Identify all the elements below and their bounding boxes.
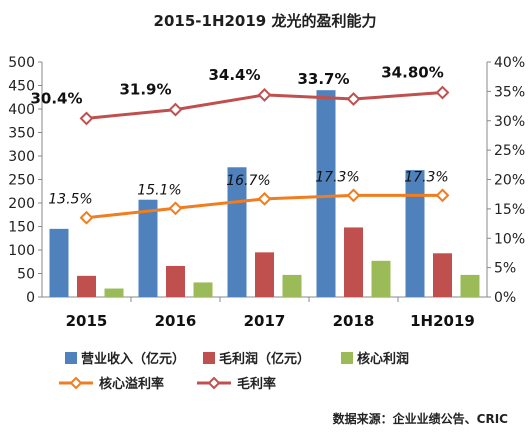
y-left-tick-label: 50 [17, 267, 35, 283]
y-left-tick-label: 200 [8, 196, 35, 212]
bar-2 [255, 252, 274, 297]
line-marker-2 [79, 111, 94, 126]
y-left-tick-label: 0 [26, 290, 35, 306]
bar-3 [193, 282, 213, 297]
data-label-1: 17.3% [404, 169, 448, 185]
bar-2 [166, 265, 185, 297]
legend-marker [69, 376, 83, 390]
data-label-2: 34.80% [381, 64, 443, 82]
bar-1 [405, 170, 425, 297]
line-marker-1 [257, 191, 272, 206]
legend-swatch [341, 352, 353, 364]
y-left-tick-label: 400 [8, 102, 35, 118]
y-right-tick-label: 5% [494, 261, 516, 277]
bar-1 [316, 90, 336, 297]
data-label-2: 33.7% [297, 70, 349, 88]
source-note: 数据来源：企业业绩公告、CRIC [332, 412, 508, 426]
line-marker-2 [257, 87, 272, 102]
legend-swatch [203, 352, 215, 364]
y-right-tick-label: 25% [494, 143, 525, 159]
y-right-tick-label: 10% [494, 231, 525, 247]
x-tick-label: 2016 [155, 312, 197, 330]
legend-marker [207, 376, 221, 390]
y-right-tick-label: 40% [494, 55, 525, 71]
data-label-2: 34.4% [208, 66, 260, 84]
y-right-tick-label: 0% [494, 290, 516, 306]
data-label-1: 15.1% [137, 182, 181, 198]
bar-1 [138, 199, 158, 297]
y-left-tick-label: 100 [8, 243, 35, 259]
line-marker-1 [79, 210, 94, 225]
bar-3 [104, 288, 124, 297]
bar-3 [371, 260, 391, 297]
data-label-1: 13.5% [48, 192, 92, 208]
y-left-tick-label: 500 [8, 55, 35, 71]
bar-2 [433, 253, 452, 297]
x-tick-label: 2018 [333, 312, 375, 330]
data-label-2: 30.4% [30, 89, 82, 107]
legend-label: 核心利润 [357, 351, 409, 367]
legend-swatch [65, 352, 77, 364]
y-right-tick-label: 30% [494, 114, 525, 130]
data-label-2: 31.9% [119, 81, 171, 99]
y-left-tick-label: 300 [8, 149, 35, 165]
y-left-tick-label: 150 [8, 220, 35, 236]
bar-3 [282, 274, 302, 297]
data-label-1: 17.3% [315, 169, 359, 185]
line-marker-2 [346, 92, 361, 106]
legend-label: 营业收入（亿元） [81, 351, 185, 367]
x-tick-label: 2015 [66, 312, 108, 330]
bar-2 [77, 275, 96, 297]
bar-2 [344, 227, 363, 297]
legend-label: 毛利率 [237, 376, 276, 392]
bar-1 [49, 228, 69, 297]
y-left-tick-label: 250 [8, 173, 35, 189]
legend-label: 核心溢利率 [99, 376, 164, 392]
chart-title: 2015-1H2019 龙光的盈利能力 [153, 12, 377, 30]
line-marker-1 [346, 188, 361, 203]
x-tick-label: 2017 [244, 312, 286, 330]
bar-1 [227, 167, 247, 297]
bar-3 [460, 274, 480, 297]
line-marker-2 [168, 102, 183, 117]
data-label-1: 16.7% [226, 173, 270, 189]
x-tick-label: 1H2019 [410, 312, 475, 330]
y-left-tick-label: 450 [8, 79, 35, 95]
line-marker-1 [168, 201, 183, 216]
y-right-tick-label: 20% [494, 173, 525, 189]
y-right-tick-label: 35% [494, 84, 525, 100]
line-marker-2 [435, 85, 450, 100]
legend-label: 毛利润（亿元） [219, 351, 310, 367]
y-right-tick-label: 15% [494, 202, 525, 218]
y-left-tick-label: 350 [8, 126, 35, 142]
line-marker-1 [435, 188, 450, 203]
